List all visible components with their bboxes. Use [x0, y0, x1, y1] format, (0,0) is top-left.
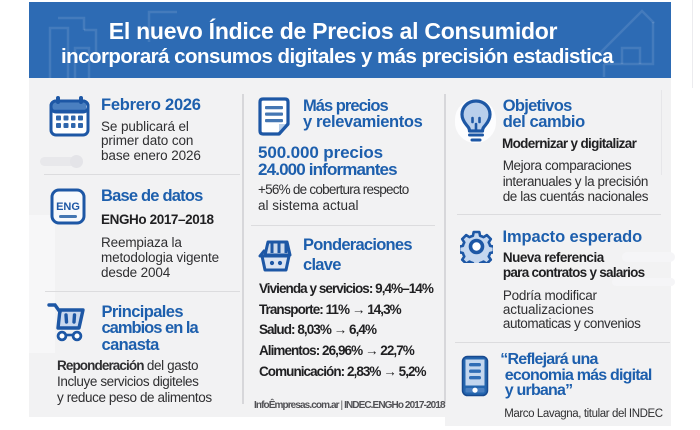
svg-text:ENG: ENG	[56, 201, 80, 213]
